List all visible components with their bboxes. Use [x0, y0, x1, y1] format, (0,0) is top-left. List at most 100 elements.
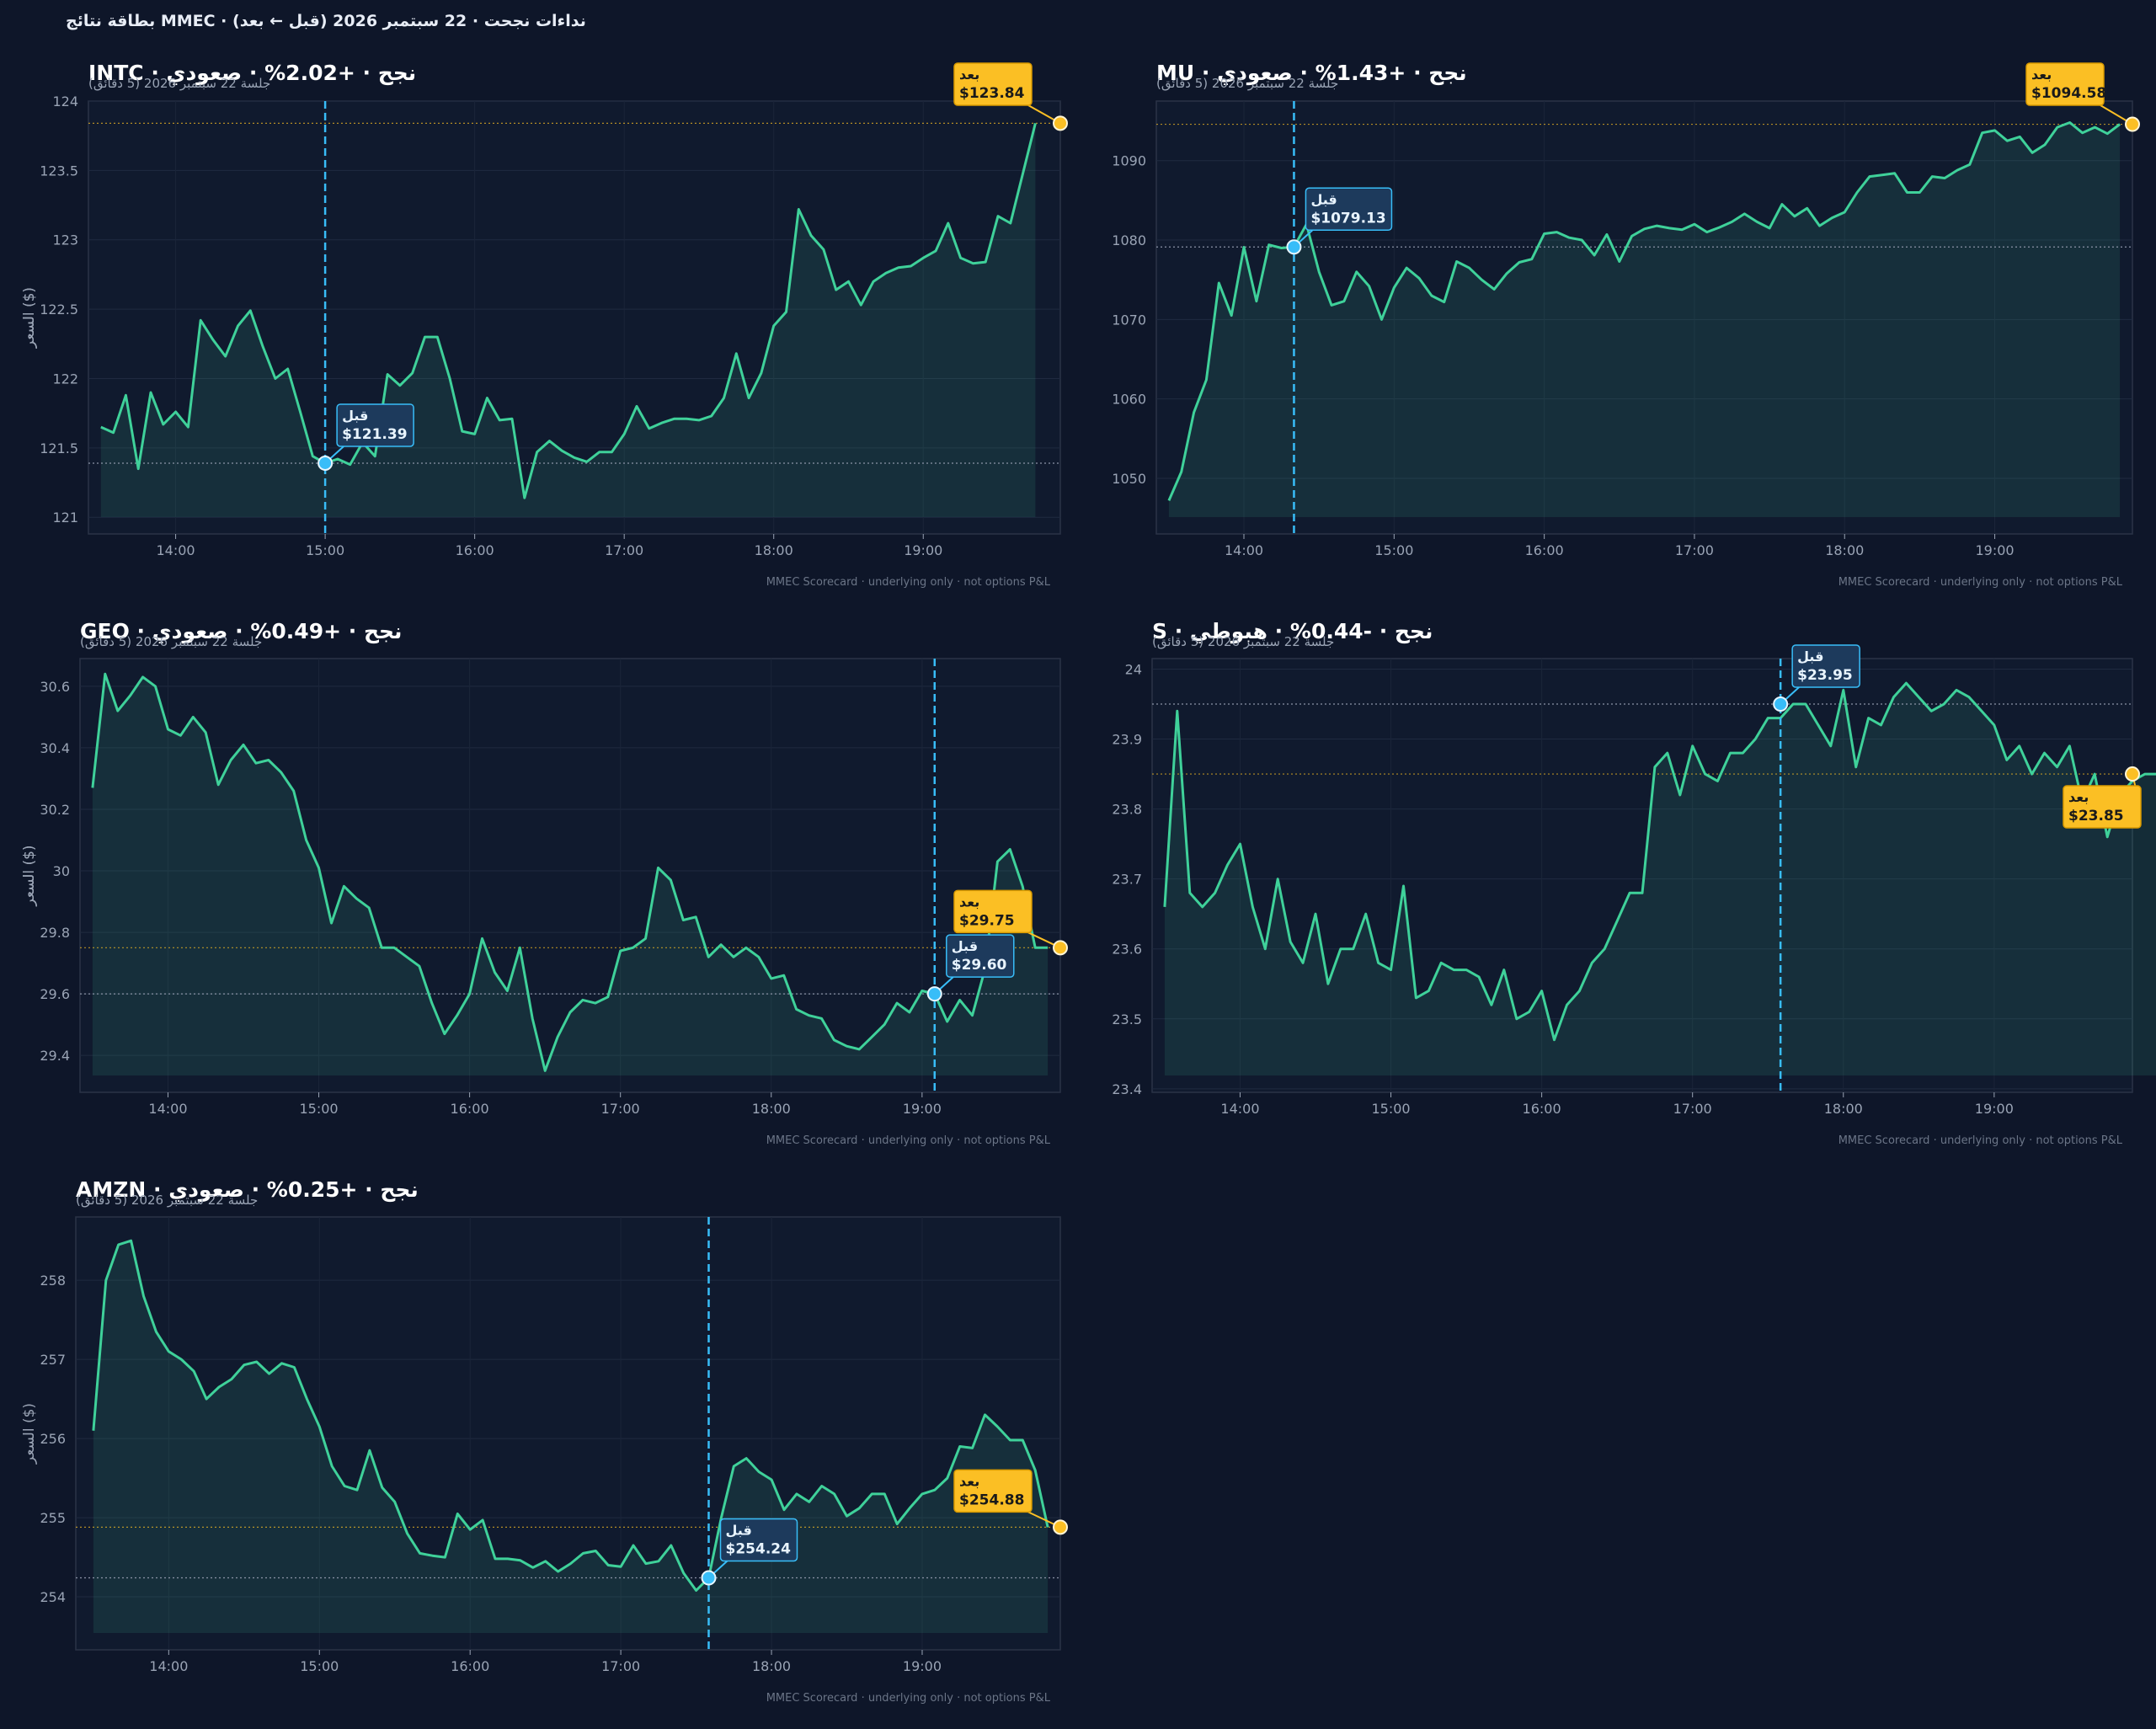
before-value: $23.95: [1797, 667, 1853, 684]
after-label: بعد: [2068, 789, 2089, 805]
y-tick-label: 258: [40, 1273, 66, 1289]
before-point: [701, 1570, 717, 1586]
before-callout-box: [946, 934, 1015, 978]
x-tick-label: 16:00: [451, 1658, 489, 1674]
after-value: $1094.58: [2031, 85, 2106, 102]
plot-area: [1151, 658, 2133, 1093]
panel-footer: MMEC Scorecard · underlying only · not o…: [766, 576, 1051, 589]
y-tick-label: 23.8: [1112, 802, 1142, 818]
y-tick-label: 1060: [1112, 392, 1146, 408]
panel-subtitle: جلسة 22 سبتمبر 2026 (5 دقائق): [88, 76, 270, 91]
after-value: $29.75: [959, 912, 1015, 929]
after-value: $23.85: [2068, 808, 2124, 824]
y-tick-label: 23.7: [1112, 872, 1142, 888]
x-tick-label: 19:00: [903, 1101, 942, 1117]
after-callout-box: [2025, 62, 2105, 106]
y-tick-label: 254: [40, 1589, 66, 1605]
after-point: [2125, 116, 2140, 132]
before-value: $254.24: [726, 1540, 792, 1557]
series-line: [92, 1239, 1049, 1592]
before-callout-box: [1305, 187, 1393, 232]
x-tick-label: 16:00: [451, 1101, 489, 1117]
y-tick-label: 29.8: [40, 925, 70, 941]
y-tick-label: 24: [1125, 661, 1142, 677]
after-callout-box: [953, 889, 1033, 934]
x-tick-label: 17:00: [601, 1101, 640, 1117]
x-tick-label: 19:00: [903, 1658, 942, 1674]
x-tick-label: 15:00: [1371, 1101, 1410, 1117]
x-tick-label: 14:00: [1220, 1101, 1259, 1117]
before-callout-box: [719, 1518, 798, 1562]
chart-panel: 121 121.5 122 122.5 123 123.5 124 14:00 15:00 16:…: [21, 61, 1068, 589]
x-tick-label: 14:00: [148, 1101, 187, 1117]
x-tick-label: 18:00: [1824, 1101, 1863, 1117]
plot-area: [88, 100, 1061, 535]
before-value: $121.39: [342, 426, 407, 443]
y-tick-label: 121: [52, 510, 78, 526]
y-tick-label: 257: [40, 1352, 66, 1368]
y-tick-label: 30.6: [40, 679, 70, 695]
panel-footer: MMEC Scorecard · underlying only · not o…: [766, 1692, 1051, 1705]
before-label: قبل: [1310, 191, 1337, 207]
panel-title: AMZN · نجح · +0.25% · صعودي: [76, 1177, 419, 1203]
after-value: $123.84: [959, 85, 1025, 102]
x-tick-label: 16:00: [456, 542, 494, 558]
y-axis-label: السعر ($): [21, 287, 38, 349]
before-callout-box: [1791, 644, 1860, 688]
after-point: [1053, 940, 1068, 956]
x-tick-label: 19:00: [904, 542, 942, 558]
after-point: [1053, 1519, 1068, 1535]
panel-title: INTC · نجح · +2.02% · صعودي: [88, 61, 416, 86]
after-callout-box: [2063, 785, 2142, 829]
series-line: [91, 672, 1049, 1072]
y-tick-label: 30.4: [40, 740, 70, 756]
series-line: [1163, 681, 2156, 1042]
y-tick-label: 29.6: [40, 986, 70, 1002]
x-tick-label: 17:00: [601, 1658, 640, 1674]
panel-title: GEO · نجح · +0.49% · صعودي: [80, 619, 402, 644]
after-point: [1053, 115, 1068, 131]
x-tick-label: 16:00: [1525, 542, 1564, 558]
figure-title: بطاقة نتائج MMEC · نداءات نجحت · 22 سبتم…: [66, 12, 586, 30]
y-tick-label: 30.2: [40, 802, 70, 818]
series-area: [1168, 122, 2121, 517]
panel-subtitle: جلسة 22 سبتمبر 2026 (5 دقائق): [80, 634, 262, 649]
panel-subtitle: جلسة 22 سبتمبر 2026 (5 دقائق): [1152, 634, 1334, 649]
y-tick-label: 30: [53, 863, 70, 879]
panel-footer: MMEC Scorecard · underlying only · not o…: [766, 1134, 1051, 1147]
y-tick-label: 23.6: [1112, 942, 1142, 958]
y-axis-label: السعر ($): [21, 287, 38, 349]
before-point: [1286, 239, 1302, 255]
panel-title: S · نجح · -0.44% · هبوطي: [1152, 619, 1433, 644]
panel-subtitle: جلسة 22 سبتمبر 2026 (5 دقائق): [1156, 76, 1338, 91]
x-tick-label: 14:00: [157, 542, 195, 558]
before-label: قبل: [1797, 648, 1823, 664]
y-tick-label: 1080: [1112, 232, 1146, 248]
plot-area: [1155, 100, 2133, 535]
y-tick-label: 1070: [1112, 312, 1146, 328]
y-tick-label: 122: [52, 371, 78, 387]
before-point: [1773, 696, 1789, 712]
series-area: [100, 123, 1036, 517]
after-callout-box: [953, 62, 1033, 106]
y-tick-label: 121.5: [40, 440, 78, 456]
y-tick-label: 1090: [1112, 153, 1146, 169]
y-tick-label: 122.5: [40, 302, 78, 318]
x-tick-label: 18:00: [1825, 542, 1864, 558]
y-tick-label: 29.4: [40, 1048, 70, 1064]
before-value: $1079.13: [1310, 210, 1385, 227]
x-tick-label: 15:00: [299, 1101, 338, 1117]
x-tick-label: 16:00: [1523, 1101, 1561, 1117]
x-tick-label: 15:00: [1374, 542, 1413, 558]
y-tick-label: 123: [52, 232, 78, 248]
before-point: [926, 986, 942, 1002]
chart-panel: 1050 1060 1070 1080 1090 14:00 15:00 16:00 17:00…: [21, 61, 2140, 589]
x-tick-label: 18:00: [755, 542, 793, 558]
panel-footer: MMEC Scorecard · underlying only · not o…: [1838, 1134, 2123, 1147]
before-label: قبل: [952, 938, 978, 954]
panel-title: MU · نجح · +1.43% · صعودي: [1156, 61, 1467, 86]
x-tick-label: 19:00: [1975, 542, 2014, 558]
after-value: $254.88: [959, 1492, 1024, 1508]
after-label: بعد: [959, 1473, 979, 1489]
